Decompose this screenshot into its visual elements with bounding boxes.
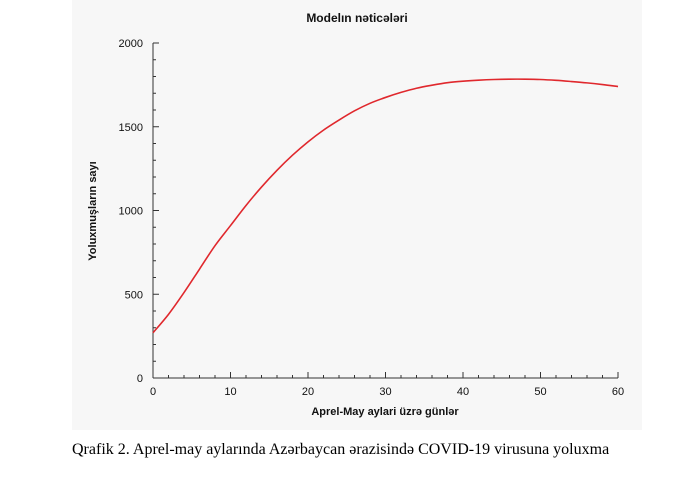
- caption-label: Qrafik 2.: [72, 441, 130, 458]
- chart-title: Modelın nəticələri: [306, 11, 407, 25]
- series-line-0: [152, 78, 619, 334]
- y-tick-label-0: 0: [137, 373, 143, 385]
- x-tick-label-50: 50: [534, 386, 546, 398]
- y-tick-label-500: 500: [125, 289, 143, 301]
- y-tick-label-2000: 2000: [119, 38, 143, 50]
- x-tick-label-10: 10: [224, 386, 236, 398]
- x-tick-label-30: 30: [379, 386, 391, 398]
- y-tick-label-1000: 1000: [119, 206, 143, 218]
- x-tick-label-0: 0: [150, 386, 156, 398]
- series-layer: [152, 78, 619, 334]
- x-tick-label-60: 60: [612, 386, 624, 398]
- caption-text: Aprel-may aylarında Azərbaycan ərazisind…: [132, 441, 610, 458]
- x-tick-label-40: 40: [457, 386, 469, 398]
- x-axis-label: Aprel-May aylari üzrə günlər: [311, 406, 459, 418]
- chart-panel: [72, 0, 642, 430]
- y-axis-label: Yoluxmuşların sayı: [87, 161, 99, 260]
- figure-caption: Qrafik 2. Aprel-may aylarında Azərbaycan…: [72, 440, 672, 460]
- y-tick-label-1500: 1500: [119, 122, 143, 134]
- ticks-layer: 0 500 1000 1500 2000 0 10 20 30 40 50 60: [119, 38, 625, 398]
- x-tick-label-20: 20: [302, 386, 314, 398]
- line-chart: Modelın nəticələri 0 500 1000 1500 2000 0 10 20…: [87, 11, 625, 418]
